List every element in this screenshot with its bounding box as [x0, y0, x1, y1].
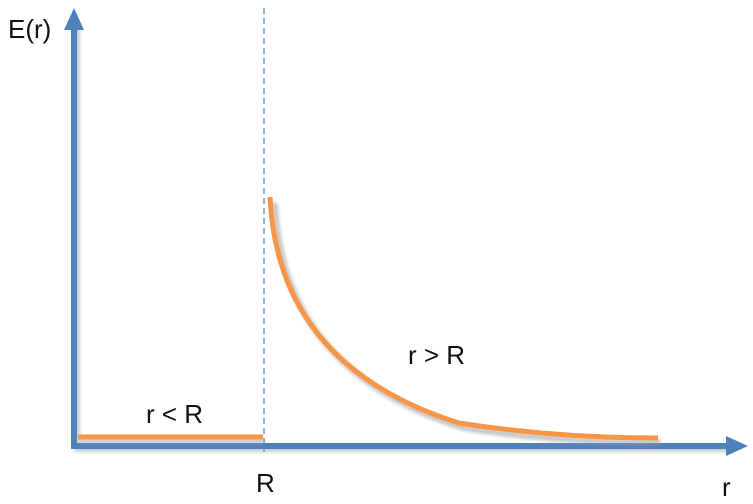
outside-field-curve	[267, 196, 659, 441]
radius-tick-label: R	[256, 468, 275, 498]
x-axis-arrow-icon	[726, 436, 748, 456]
x-axis-label: r	[722, 472, 731, 502]
y-axis-arrow-icon	[64, 8, 84, 30]
axis-shadows	[74, 24, 730, 452]
y-axis-label: E(r)	[8, 14, 52, 44]
region-outside-label: r > R	[408, 340, 466, 370]
region-inside-label: r < R	[146, 399, 204, 429]
